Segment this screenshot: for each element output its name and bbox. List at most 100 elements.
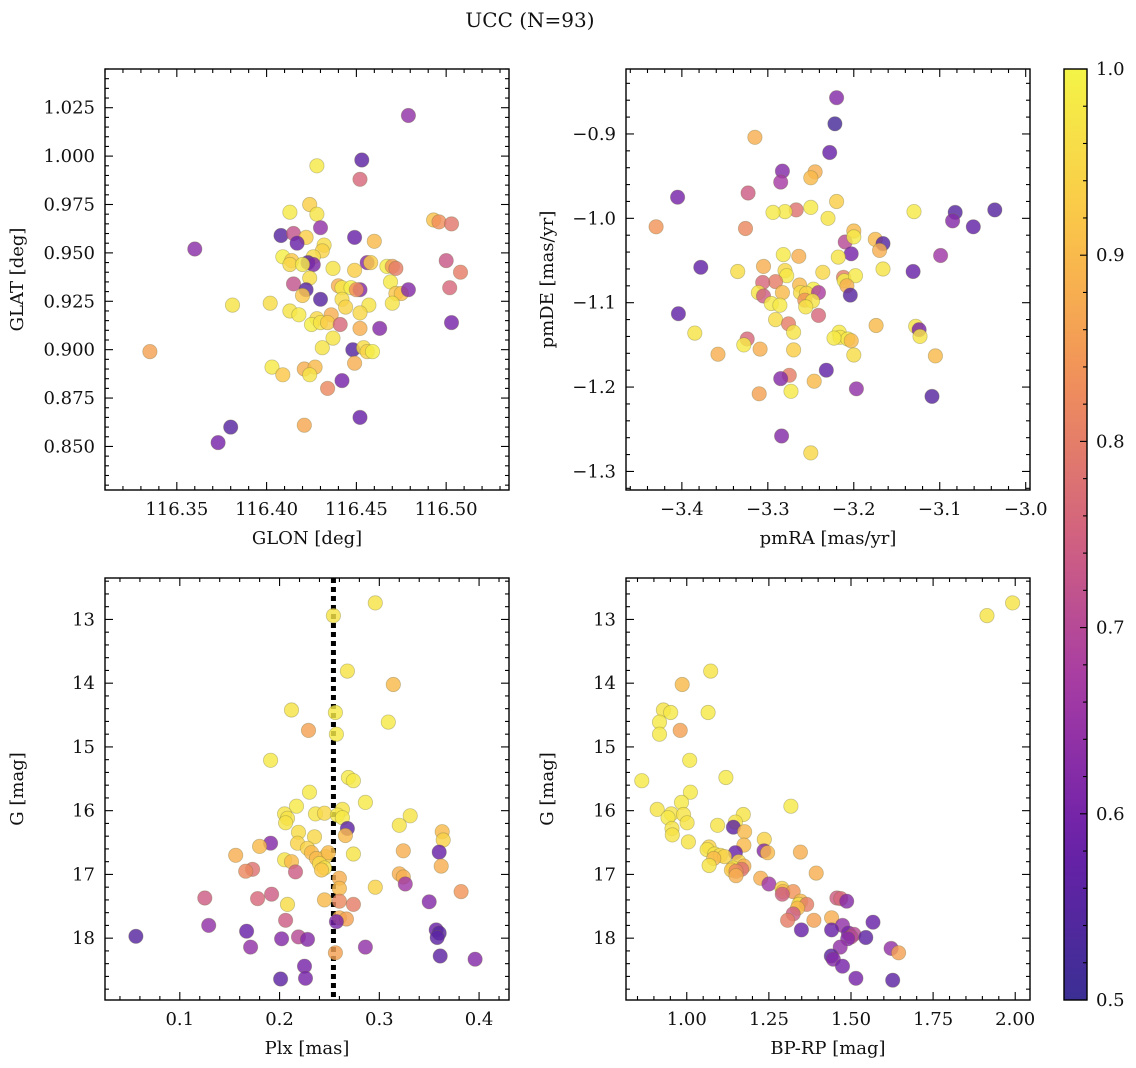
data-point (289, 235, 305, 251)
data-point (325, 330, 341, 346)
scatter-panels: 116.35 116.40 116.45 116.50 0.850 0.875 0.900 0… (7, 68, 1048, 1059)
data-point (348, 282, 364, 298)
data-point (402, 808, 418, 824)
data-point (429, 929, 445, 946)
data-point (828, 193, 845, 210)
panel-pmra-pmde: −3.4 −3.3 −3.2 −3.1 −3.0 −1.3 −1.2 −1.1 −1.0 −0.9… (537, 68, 1048, 549)
data-point (275, 367, 291, 383)
x-tick-label: 1.50 (831, 1009, 871, 1030)
data-point (868, 317, 884, 334)
y-tick-label: 0.975 (43, 194, 95, 215)
data-point (331, 893, 347, 909)
data-point (395, 843, 411, 859)
data-point (388, 260, 404, 276)
data-point (634, 773, 650, 789)
data-point (682, 752, 698, 768)
data-point (238, 863, 254, 879)
data-point (400, 282, 416, 298)
data-point (774, 284, 791, 301)
data-point (443, 314, 460, 331)
y-tick-label: 15 (72, 737, 95, 758)
data-point (313, 862, 330, 878)
data-point (791, 248, 807, 264)
data-point (710, 346, 726, 362)
data-point (357, 939, 373, 955)
data-point (834, 958, 851, 974)
x-axis-label: Plx [mas] (265, 1038, 350, 1059)
data-point (783, 798, 799, 814)
data-point (273, 227, 289, 244)
data-point (730, 263, 746, 280)
data-point (773, 174, 789, 190)
data-point (352, 320, 368, 336)
data-point (367, 879, 383, 895)
x-tick-label: 116.35 (145, 499, 208, 520)
data-point (197, 890, 213, 906)
data-point (314, 340, 330, 356)
data-point (785, 342, 802, 358)
data-point (296, 417, 312, 433)
axes-frame (104, 68, 510, 491)
data-point (830, 249, 846, 265)
data-point (380, 714, 396, 730)
data-point (865, 914, 881, 930)
data-point (932, 247, 949, 264)
data-point (250, 890, 266, 907)
data-point (832, 939, 848, 955)
data-point (432, 948, 448, 964)
data-point (291, 307, 307, 323)
data-point (793, 922, 810, 938)
axes-frame (104, 577, 510, 1001)
data-point (649, 801, 665, 818)
data-point (783, 383, 799, 399)
data-point (452, 264, 469, 280)
x-tick-label: 0.3 (365, 1009, 394, 1030)
colorbar-tick-label: 0.7 (1096, 618, 1125, 639)
data-point (775, 247, 791, 263)
data-point (243, 939, 259, 955)
data-point (299, 931, 316, 948)
figure-title: UCC (N=93) (465, 8, 594, 32)
colorbar-tick-label: 0.8 (1096, 431, 1125, 452)
data-point (309, 158, 325, 174)
data-point (328, 726, 344, 742)
data-point (309, 206, 325, 222)
y-tick-label: 13 (72, 609, 95, 630)
data-point (906, 204, 922, 220)
x-tick-label: −3.1 (918, 499, 962, 520)
data-point (367, 595, 383, 611)
data-point (288, 798, 305, 814)
data-point (433, 858, 449, 874)
colorbar-tick-label: 0.5 (1096, 990, 1125, 1011)
colorbar-tick-label: 1.0 (1096, 59, 1125, 80)
data-point (339, 663, 355, 679)
data-point (773, 428, 790, 444)
data-point (467, 951, 483, 967)
y-tick-label: 0.850 (43, 436, 95, 457)
data-point (687, 325, 703, 341)
data-point (294, 256, 311, 273)
y-tick-label: 0.950 (43, 243, 95, 264)
data-point (346, 355, 363, 371)
data-point (773, 370, 789, 387)
data-point (761, 876, 777, 892)
data-point (352, 409, 368, 425)
data-point (262, 752, 279, 768)
data-point (839, 893, 855, 909)
data-point (228, 847, 244, 863)
data-point (728, 868, 744, 884)
data-point (843, 246, 859, 262)
data-point (431, 214, 447, 230)
data-point (285, 276, 302, 292)
y-tick-label: 0.875 (43, 388, 95, 409)
colorbar-gradient (1064, 69, 1087, 1000)
data-point (751, 386, 767, 402)
data-point (875, 261, 891, 277)
data-point (979, 607, 995, 624)
x-axis-label: BP-RP [mag] (770, 1038, 885, 1059)
data-point (772, 297, 788, 313)
data-point (302, 367, 318, 383)
data-point (765, 204, 781, 220)
data-point (700, 704, 716, 721)
